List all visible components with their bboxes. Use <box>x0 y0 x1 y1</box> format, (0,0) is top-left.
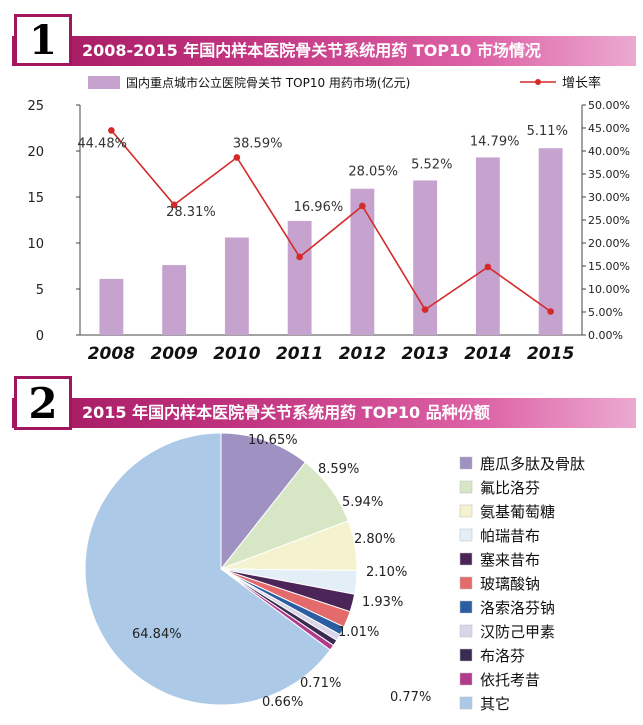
x-tick-label: 2015 <box>527 344 574 364</box>
pie-slice-0 <box>220 432 307 571</box>
y2-tick-label: 5.00% <box>588 306 623 319</box>
legend-label: 帕瑞昔布 <box>480 527 540 545</box>
pie-data-label: 2.80% <box>354 532 395 547</box>
bar-2012 <box>350 188 375 335</box>
legend-marker-growth <box>535 79 541 85</box>
legend-swatch-market <box>88 76 120 89</box>
legend-label: 塞来昔布 <box>480 551 540 569</box>
x-tick-label: 2008 <box>88 344 135 364</box>
bar-2009 <box>162 265 187 335</box>
combo-chart-market-growth: 0 5 10 15 20 25 0.00% 5.00% 10.00% 15.00% 20.00% 25… <box>27 75 630 364</box>
x-tick-label: 2013 <box>401 344 448 364</box>
y2-tick-label: 40.00% <box>588 145 630 158</box>
y2-tick-label: 25.00% <box>588 214 630 227</box>
x-tick-label: 2009 <box>150 344 197 364</box>
legend-swatch <box>459 576 473 590</box>
y2-tick-label: 20.00% <box>588 237 630 250</box>
pie-data-label: 2.10% <box>366 565 407 580</box>
legend-swatch <box>459 600 473 614</box>
growth-data-label: 44.48% <box>77 136 127 151</box>
y2-tick-label: 0.00% <box>588 329 623 342</box>
legend-label: 鹿瓜多肽及骨肽 <box>480 455 585 473</box>
growth-data-label: 38.59% <box>233 136 283 151</box>
legend-label-growth: 增长率 <box>562 75 601 91</box>
chart1-title: 2008-2015 年国内样本医院骨关节系统用药 TOP10 市场情况 <box>82 41 541 60</box>
y2-tick-label: 30.00% <box>588 191 630 204</box>
growth-point-2010 <box>233 154 241 161</box>
bar-2015 <box>538 148 563 335</box>
legend-label: 洛索洛芬钠 <box>480 599 555 617</box>
pie-data-label: 8.59% <box>318 462 359 477</box>
pie-data-label: 5.94% <box>342 495 383 510</box>
legend-label: 氟比洛芬 <box>480 479 540 497</box>
legend-swatch <box>459 648 473 662</box>
pie-data-label: 0.77% <box>390 690 431 705</box>
growth-data-label: 5.52% <box>411 157 452 172</box>
growth-data-label: 5.11% <box>527 124 568 139</box>
legend-label: 汉防己甲素 <box>480 623 555 641</box>
y-tick-label: 25 <box>27 99 44 114</box>
growth-data-label: 14.79% <box>470 134 520 149</box>
growth-point-2009 <box>170 201 178 209</box>
y2-tick-label: 35.00% <box>588 168 630 181</box>
legend-swatch <box>459 696 473 710</box>
y2-tick-label: 45.00% <box>588 122 630 135</box>
legend-swatch <box>459 672 473 686</box>
growth-rate-line <box>110 129 552 313</box>
bar-2013 <box>413 180 438 335</box>
pie-data-label: 64.84% <box>132 627 182 642</box>
legend-label: 依托考昔 <box>480 671 540 689</box>
legend-label: 玻璃酸钠 <box>480 575 540 593</box>
bar-2010 <box>224 237 249 335</box>
growth-point-2011 <box>296 253 303 261</box>
chart2-title-banner: 2015 年国内样本医院骨关节系统用药 TOP10 品种份额 <box>12 398 636 428</box>
legend-swatch <box>459 456 473 470</box>
growth-data-label: 16.96% <box>294 200 344 215</box>
y2-tick-label: 50.00% <box>588 99 630 112</box>
y2-tick-label: 15.00% <box>588 260 630 273</box>
pie-data-label: 0.66% <box>262 695 303 710</box>
pie-data-label: 1.93% <box>362 595 403 610</box>
bar-2014 <box>475 157 500 335</box>
y-tick-label: 0 <box>36 329 44 344</box>
y-tick-label: 5 <box>36 283 44 298</box>
section2-badge-number: 2 <box>28 378 58 428</box>
section1-badge-number: 1 <box>29 16 57 64</box>
x-tick-label: 2012 <box>339 344 386 364</box>
bar-2008 <box>99 278 124 335</box>
x-tick-label: 2010 <box>213 344 260 364</box>
legend-swatch <box>459 480 473 494</box>
y-tick-label: 15 <box>27 191 44 206</box>
legend-label-market: 国内重点城市公立医院骨关节 TOP10 用药市场(亿元) <box>126 75 410 90</box>
growth-point-2015 <box>547 308 554 315</box>
growth-data-label: 28.05% <box>348 165 398 180</box>
legend-label: 氨基葡萄糖 <box>480 503 555 521</box>
legend-label: 其它 <box>480 695 510 713</box>
chart2-title: 2015 年国内样本医院骨关节系统用药 TOP10 品种份额 <box>82 403 490 422</box>
y2-tick-label: 10.00% <box>588 283 630 296</box>
growth-data-label: 28.31% <box>166 205 216 220</box>
growth-point-2008 <box>108 127 115 134</box>
pie-data-label: 10.65% <box>248 433 298 448</box>
pie-slice-10 <box>84 432 331 706</box>
legend-swatch <box>459 624 473 638</box>
chart1-title-banner: 2008-2015 年国内样本医院骨关节系统用药 TOP10 市场情况 <box>12 36 636 66</box>
growth-point-2013 <box>421 306 429 313</box>
section2-badge: 2 <box>14 376 72 430</box>
x-tick-label: 2014 <box>464 344 511 364</box>
y-tick-label: 10 <box>27 237 44 252</box>
y-tick-label: 20 <box>27 145 44 160</box>
pie-data-label: 0.71% <box>300 676 341 691</box>
legend-swatch <box>459 528 473 542</box>
legend-swatch <box>459 552 473 566</box>
pie-data-label: 1.01% <box>338 625 379 640</box>
section1-badge: 1 <box>14 14 72 66</box>
growth-point-2014 <box>484 263 492 271</box>
pie-chart-top10-share: 10.65% 8.59% 5.94% 2.80% 2.10% 1.93% 1.01% 0.77… <box>84 432 585 713</box>
legend-label: 布洛芬 <box>480 647 525 665</box>
legend-swatch <box>459 504 473 518</box>
bar-2011 <box>287 220 312 335</box>
x-tick-label: 2011 <box>276 344 323 364</box>
growth-point-2012 <box>359 202 366 210</box>
